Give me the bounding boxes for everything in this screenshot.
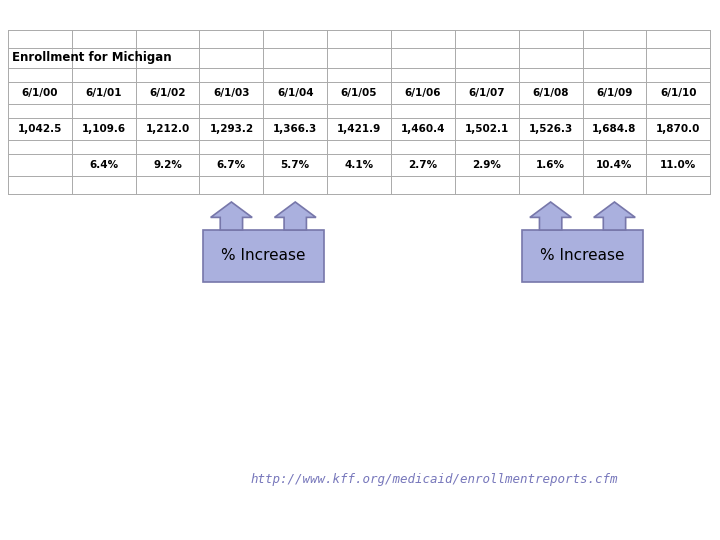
Text: 6/1/01: 6/1/01	[86, 88, 122, 98]
Text: http://www.kff.org/medicaid/enrollmentreports.cfm: http://www.kff.org/medicaid/enrollmentre…	[251, 474, 618, 487]
Text: 1,366.3: 1,366.3	[273, 124, 318, 134]
Text: 6/1/08: 6/1/08	[532, 88, 569, 98]
Text: 4.1%: 4.1%	[345, 160, 374, 170]
Text: 5.7%: 5.7%	[281, 160, 310, 170]
Text: 2.9%: 2.9%	[472, 160, 501, 170]
Polygon shape	[530, 202, 572, 230]
Bar	[522, 230, 643, 282]
Text: 6/1/07: 6/1/07	[469, 88, 505, 98]
Text: 6/1/02: 6/1/02	[149, 88, 186, 98]
Text: 1,502.1: 1,502.1	[464, 124, 509, 134]
Text: 6/1/05: 6/1/05	[341, 88, 377, 98]
Text: 6.4%: 6.4%	[89, 160, 118, 170]
Text: 1,870.0: 1,870.0	[656, 124, 701, 134]
Text: % Increase: % Increase	[540, 248, 625, 264]
Text: 6/1/06: 6/1/06	[405, 88, 441, 98]
Text: 6/1/10: 6/1/10	[660, 88, 696, 98]
Text: 1,293.2: 1,293.2	[210, 124, 253, 134]
Text: 1,212.0: 1,212.0	[145, 124, 189, 134]
Text: 9.2%: 9.2%	[153, 160, 182, 170]
Text: 1,421.9: 1,421.9	[337, 124, 381, 134]
Text: 6/1/04: 6/1/04	[277, 88, 313, 98]
Text: 6/1/09: 6/1/09	[596, 88, 633, 98]
Polygon shape	[594, 202, 635, 230]
Text: 6/1/03: 6/1/03	[213, 88, 250, 98]
Text: 2.7%: 2.7%	[408, 160, 438, 170]
Text: 1,109.6: 1,109.6	[81, 124, 126, 134]
Polygon shape	[211, 202, 252, 230]
Text: 1,042.5: 1,042.5	[18, 124, 62, 134]
Text: Enrollment for Michigan: Enrollment for Michigan	[12, 51, 171, 64]
Text: 1,460.4: 1,460.4	[401, 124, 445, 134]
Text: 6/1/00: 6/1/00	[22, 88, 58, 98]
Text: % Increase: % Increase	[221, 248, 305, 264]
Text: 6.7%: 6.7%	[217, 160, 246, 170]
Text: 1,526.3: 1,526.3	[528, 124, 572, 134]
Text: 1,684.8: 1,684.8	[593, 124, 636, 134]
Polygon shape	[274, 202, 316, 230]
Text: 1.6%: 1.6%	[536, 160, 565, 170]
Text: 10.4%: 10.4%	[596, 160, 633, 170]
Bar	[202, 230, 324, 282]
Text: 11.0%: 11.0%	[660, 160, 696, 170]
